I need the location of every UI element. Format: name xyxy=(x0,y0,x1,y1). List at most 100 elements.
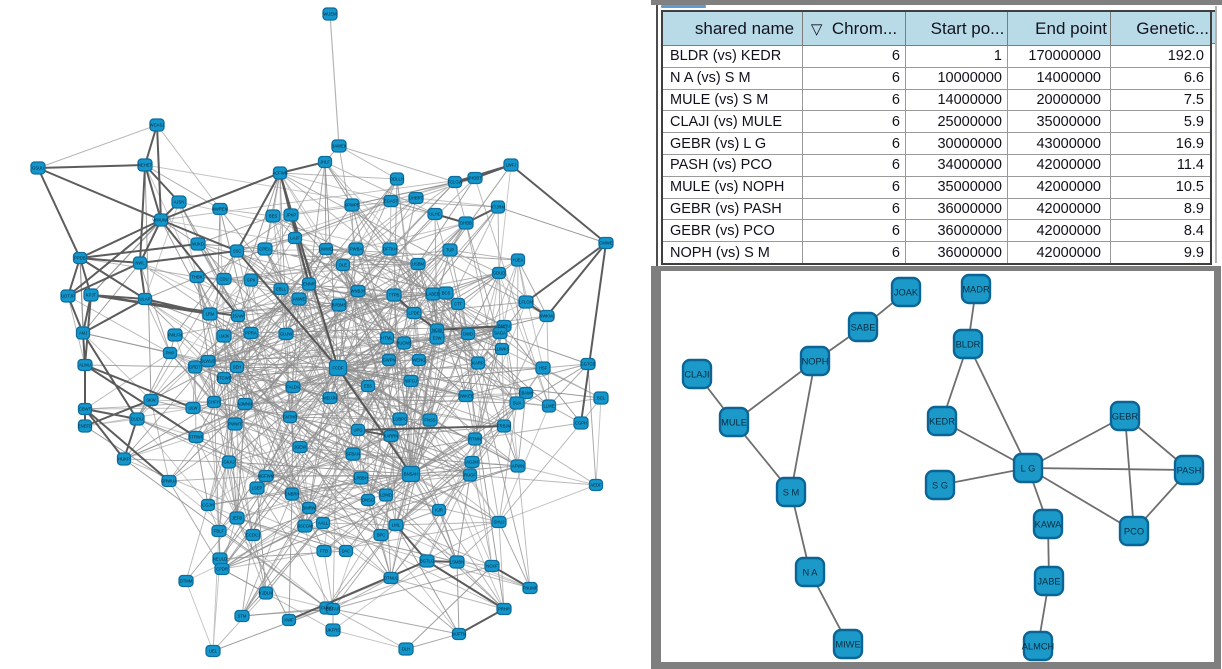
svg-text:PPRA: PPRA xyxy=(245,331,257,336)
svg-text:WCASJ: WCASJ xyxy=(150,123,165,128)
svg-text:DLE: DLE xyxy=(339,263,347,268)
svg-text:NEULD: NEULD xyxy=(213,557,227,562)
svg-text:NEHET: NEHET xyxy=(138,163,153,168)
svg-text:BEFAR: BEFAR xyxy=(326,607,340,612)
svg-text:FTB: FTB xyxy=(320,549,328,554)
svg-text:CGJH: CGJH xyxy=(202,503,213,508)
svg-text:S G: S G xyxy=(932,481,948,491)
svg-text:LABEB: LABEB xyxy=(426,292,440,297)
svg-text:NCW: NCW xyxy=(432,328,442,333)
svg-text:GPK: GPK xyxy=(247,278,256,283)
svg-text:JOAK: JOAK xyxy=(894,288,919,298)
svg-text:CTT: CTT xyxy=(454,302,463,307)
svg-text:KJR: KJR xyxy=(435,508,443,513)
svg-text:PWWT: PWWT xyxy=(228,422,242,427)
svg-text:KEDR: KEDR xyxy=(929,417,955,427)
svg-text:NWKMJ: NWKMJ xyxy=(539,314,554,319)
svg-text:CBWT: CBWT xyxy=(79,407,92,412)
svg-text:JSAW: JSAW xyxy=(232,314,244,319)
svg-text:NWREM: NWREM xyxy=(212,207,229,212)
svg-text:EGAST: EGAST xyxy=(384,199,399,204)
svg-text:LRM: LRM xyxy=(206,312,215,317)
svg-text:BCL: BCL xyxy=(597,396,606,401)
svg-text:MIWE: MIWE xyxy=(835,640,860,650)
svg-text:FNUMF: FNUMF xyxy=(523,586,538,591)
svg-text:MULE: MULE xyxy=(721,418,747,428)
svg-text:SEH: SEH xyxy=(233,365,242,370)
svg-text:TUP: TUP xyxy=(446,248,455,253)
svg-text:GUJW: GUJW xyxy=(280,332,292,337)
svg-text:JHDBT: JHDBT xyxy=(468,176,482,181)
svg-text:NGFWM: NGFWM xyxy=(258,474,275,479)
svg-text:NOPH: NOPH xyxy=(802,357,829,367)
svg-text:ALMCH: ALMCH xyxy=(1022,642,1055,652)
svg-text:ALMU: ALMU xyxy=(79,363,91,368)
svg-text:BGTLG: BGTLG xyxy=(420,559,434,564)
svg-text:BLDR: BLDR xyxy=(956,340,981,350)
svg-text:CLAJI: CLAJI xyxy=(684,370,709,380)
svg-text:LUWKS: LUWKS xyxy=(495,347,510,352)
svg-text:SUA: SUA xyxy=(513,401,522,406)
svg-text:CDU: CDU xyxy=(219,277,228,282)
svg-text:SABE: SABE xyxy=(851,323,876,333)
svg-text:DTNUL: DTNUL xyxy=(384,576,399,581)
svg-text:NJMNM: NJMNM xyxy=(237,402,253,407)
svg-text:STM: STM xyxy=(238,614,247,619)
svg-text:DRDT: DRDT xyxy=(189,365,201,370)
svg-text:WJKD: WJKD xyxy=(192,242,204,247)
svg-text:STRWF: STRWF xyxy=(189,435,204,440)
svg-text:BMRW: BMRW xyxy=(302,506,315,511)
svg-text:HJEA: HJEA xyxy=(513,258,524,263)
svg-text:HUKP: HUKP xyxy=(118,457,130,462)
svg-text:BCS: BCS xyxy=(442,291,451,296)
svg-text:SFBAN: SFBAN xyxy=(346,452,360,457)
svg-text:FNSS: FNSS xyxy=(424,418,435,423)
svg-text:ENEFD: ENEFD xyxy=(78,424,92,429)
svg-text:DHBB: DHBB xyxy=(460,221,472,226)
svg-text:ENNR: ENNR xyxy=(303,282,315,287)
svg-text:WNBJH: WNBJH xyxy=(351,289,366,294)
svg-text:UKFRS: UKFRS xyxy=(326,628,340,633)
svg-text:NSCGW: NSCGW xyxy=(297,524,313,529)
svg-text:JGEW: JGEW xyxy=(294,445,306,450)
svg-text:FCLGW: FCLGW xyxy=(447,180,462,185)
svg-text:UHBRT: UHBRT xyxy=(409,196,424,201)
svg-text:LML: LML xyxy=(392,523,401,528)
svg-text:UWWD: UWWD xyxy=(319,247,333,252)
svg-text:BPBMS: BPBMS xyxy=(332,303,347,308)
svg-text:BTCWD: BTCWD xyxy=(216,376,231,381)
svg-text:KAWA: KAWA xyxy=(1035,520,1062,530)
svg-text:MJFTN: MJFTN xyxy=(452,632,466,637)
svg-text:N A: N A xyxy=(803,568,819,578)
svg-text:MDJJN: MDJJN xyxy=(323,396,337,401)
svg-text:KWF: KWF xyxy=(284,618,294,623)
svg-text:DNSG: DNSG xyxy=(362,498,374,503)
svg-text:GEBR: GEBR xyxy=(1112,412,1139,422)
svg-text:UPG: UPG xyxy=(353,428,362,433)
svg-text:CBAMH: CBAMH xyxy=(518,391,533,396)
svg-text:LLME: LLME xyxy=(544,404,555,409)
svg-text:DLH: DLH xyxy=(402,647,410,652)
svg-text:S M: S M xyxy=(783,488,800,498)
svg-text:RTMN: RTMN xyxy=(469,437,481,442)
svg-text:HSF: HSF xyxy=(539,366,548,371)
svg-text:SSC: SSC xyxy=(233,249,242,254)
svg-text:THBK: THBK xyxy=(191,275,202,280)
svg-text:EBS: EBS xyxy=(364,384,373,389)
svg-text:KARRN: KARRN xyxy=(384,434,399,439)
svg-text:KARP: KARP xyxy=(472,361,484,366)
svg-text:CNBRH: CNBRH xyxy=(285,492,300,497)
svg-text:JHLF: JHLF xyxy=(320,160,330,165)
svg-text:GKAJ: GKAJ xyxy=(224,460,235,465)
svg-text:LWFJ: LWFJ xyxy=(506,163,517,168)
svg-text:AMJ: AMJ xyxy=(79,331,87,336)
svg-text:SAGA: SAGA xyxy=(494,331,506,336)
svg-text:ANWE: ANWE xyxy=(293,297,306,302)
svg-text:CHFH: CHFH xyxy=(208,400,220,405)
svg-text:UEL: UEL xyxy=(209,649,218,654)
svg-text:CPEA: CPEA xyxy=(259,247,271,252)
svg-text:GGTGB: GGTGB xyxy=(580,362,595,367)
svg-text:SHUJ: SHUJ xyxy=(494,520,505,525)
svg-text:DLWUD: DLWUD xyxy=(200,359,215,364)
svg-text:ACFWB: ACFWB xyxy=(272,171,287,176)
